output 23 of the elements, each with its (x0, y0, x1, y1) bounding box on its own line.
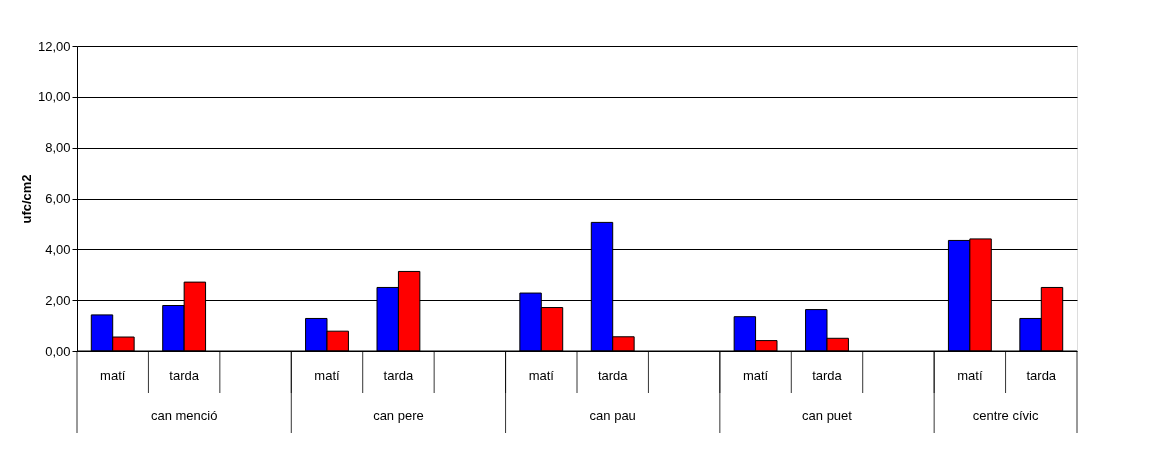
x-tick-label: tarda (169, 368, 200, 383)
x-tick-label: tarda (1026, 368, 1057, 383)
y-axis-title: ufc/cm2 (18, 174, 34, 224)
x-tick-label: tarda (597, 368, 629, 383)
text: can menció (150, 408, 218, 423)
x-tick-label: matí (100, 368, 126, 383)
x-tick-label: matí (742, 368, 769, 383)
y-tick-label: 0,00 (45, 343, 71, 359)
y-tick-label: 4,00 (45, 241, 71, 257)
y-tick-label: 2,00 (45, 292, 71, 308)
text: can pau (589, 408, 636, 423)
y-tick-label: 6,00 (45, 191, 71, 206)
x-tick-label: matí (528, 368, 555, 383)
y-tick-label: 8,00 (45, 140, 71, 156)
x-tick-label: tarda (812, 368, 843, 383)
x-tick-label: tarda (383, 368, 415, 383)
x-tick-label: matí (314, 368, 341, 383)
y-tick-label: 12,00 (37, 38, 71, 54)
x-tick-label: matí (957, 368, 983, 383)
y-tick-label: 10,00 (37, 89, 71, 105)
text: can pere (373, 408, 424, 423)
text: centre cívic (972, 408, 1039, 423)
text: can puet (802, 408, 853, 423)
